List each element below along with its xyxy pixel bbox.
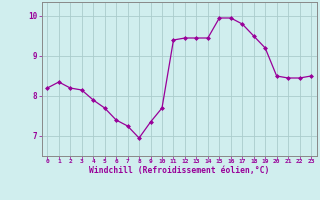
X-axis label: Windchill (Refroidissement éolien,°C): Windchill (Refroidissement éolien,°C) bbox=[89, 166, 269, 175]
